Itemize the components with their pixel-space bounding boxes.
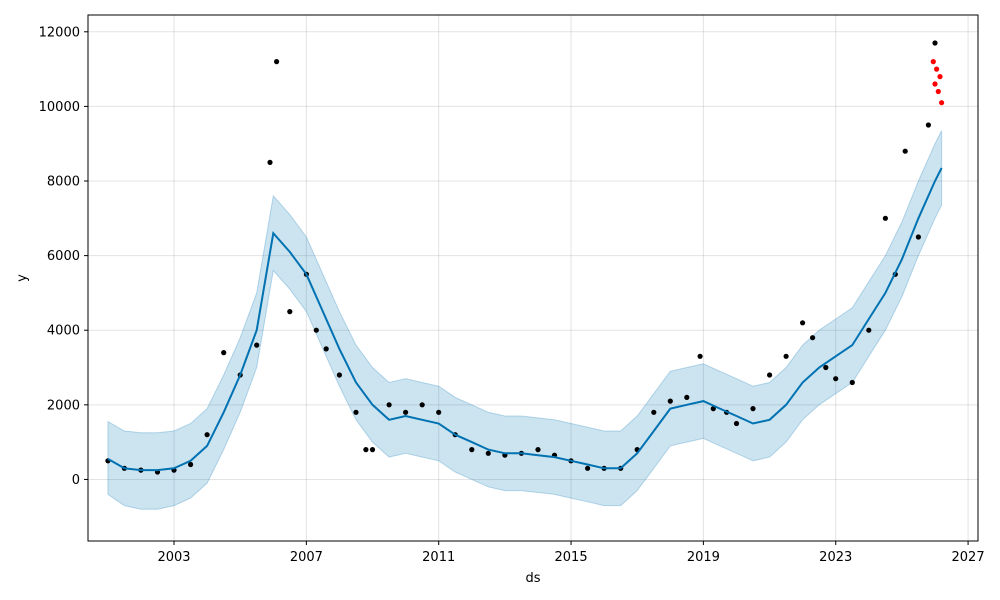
x-tick-label: 2003 <box>157 550 190 565</box>
observed-point <box>313 327 319 333</box>
y-tick-label: 6000 <box>47 249 80 264</box>
observed-point <box>204 432 210 438</box>
y-tick-label: 8000 <box>47 175 80 190</box>
observed-point <box>925 122 932 128</box>
observed-point <box>485 450 491 456</box>
x-axis: 2003 2007 2011 2015 2019 2023 2027 <box>157 541 985 565</box>
observed-point <box>336 372 342 378</box>
highlighted-point <box>939 100 945 106</box>
observed-point <box>436 409 442 415</box>
observed-point <box>902 148 908 154</box>
observed-point <box>697 353 703 359</box>
highlighted-points-layer <box>930 59 945 106</box>
observed-point <box>823 364 829 371</box>
plot-frame <box>87 14 979 542</box>
forecast-line <box>107 167 943 472</box>
forecast-line-layer <box>107 167 943 472</box>
observed-point <box>667 398 673 404</box>
y-tick-label: 2000 <box>47 398 80 413</box>
observed-point <box>710 406 716 412</box>
observed-point <box>274 59 280 65</box>
observed-point <box>254 342 260 348</box>
highlighted-point <box>935 88 941 95</box>
observed-point <box>882 215 889 221</box>
observed-point <box>915 234 922 240</box>
observed-point <box>535 447 541 453</box>
observed-point <box>287 309 293 315</box>
grid <box>88 15 978 541</box>
observed-point <box>353 409 359 415</box>
observed-point <box>810 335 816 341</box>
observed-point <box>800 320 806 326</box>
observed-point <box>932 40 938 46</box>
observed-point <box>750 406 756 412</box>
x-tick-label: 2027 <box>952 550 985 565</box>
y-tick-label: 0 <box>72 473 80 488</box>
x-tick-label: 2019 <box>687 550 720 565</box>
observed-point <box>469 447 475 453</box>
observed-point <box>403 409 409 415</box>
observed-point <box>585 465 591 471</box>
x-tick-label: 2011 <box>422 550 455 565</box>
highlighted-point <box>930 59 936 65</box>
y-tick-label: 10000 <box>39 100 80 115</box>
observed-point <box>363 447 369 453</box>
observed-point <box>733 420 740 427</box>
observed-point <box>221 350 227 356</box>
observed-point <box>833 376 839 382</box>
x-tick-label: 2023 <box>819 550 852 565</box>
observed-point <box>684 394 690 400</box>
observed-point <box>386 402 392 408</box>
x-tick-label: 2007 <box>290 550 323 565</box>
observed-point <box>267 159 273 165</box>
observed-point <box>767 372 773 378</box>
observed-point <box>188 461 194 468</box>
x-tick-label: 2015 <box>555 550 588 565</box>
observed-point <box>323 346 329 352</box>
observed-point <box>849 379 855 386</box>
y-axis: 0 2000 4000 6000 8000 10000 12000 <box>39 25 88 488</box>
y-tick-label: 4000 <box>47 324 80 339</box>
highlighted-point <box>934 66 940 72</box>
y-axis-label: y <box>15 274 30 282</box>
observed-point <box>783 353 789 359</box>
observed-point <box>369 447 376 453</box>
observed-point <box>866 327 872 333</box>
observed-point <box>419 402 425 408</box>
highlighted-point <box>932 81 938 87</box>
observed-point <box>651 409 657 415</box>
y-tick-label: 12000 <box>39 25 80 40</box>
x-axis-label: ds <box>525 571 540 586</box>
highlighted-point <box>937 74 943 80</box>
